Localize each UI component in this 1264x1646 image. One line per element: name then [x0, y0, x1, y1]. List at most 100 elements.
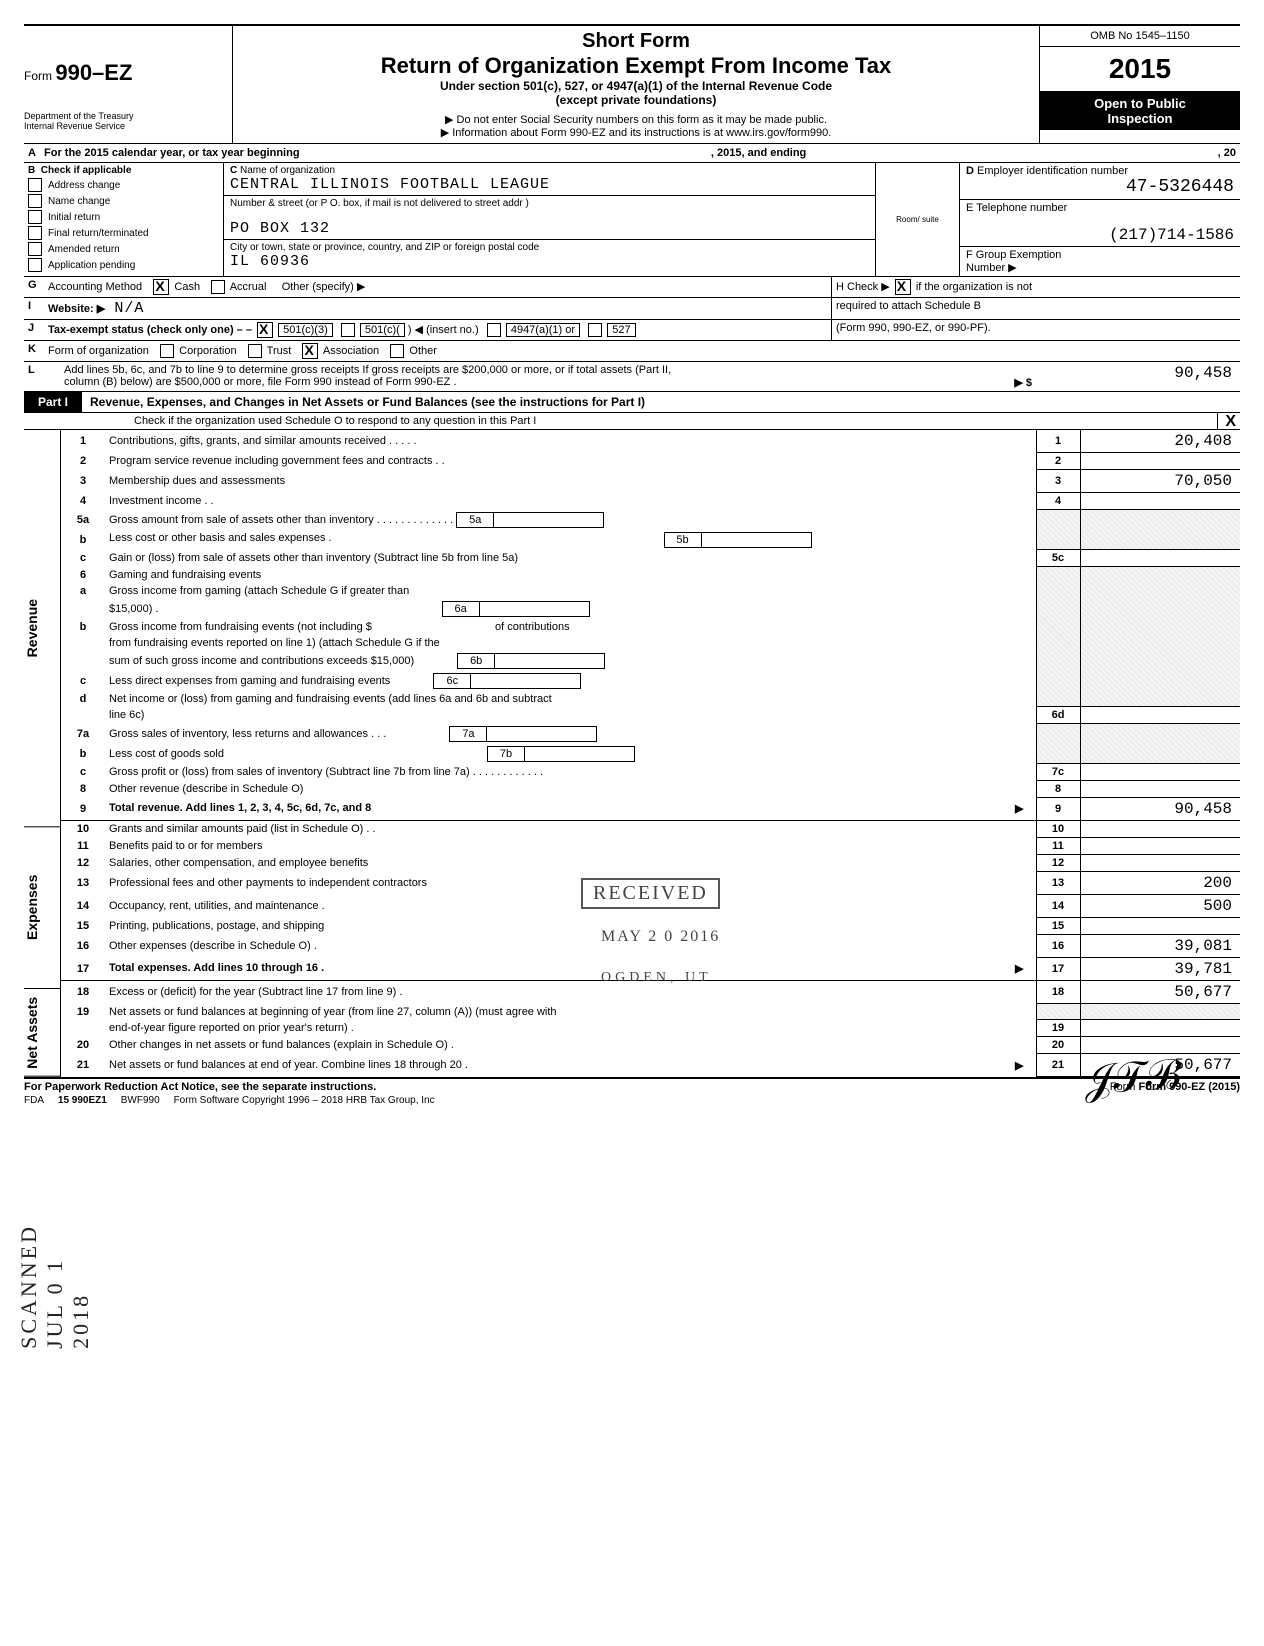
line-12-val [1080, 855, 1240, 872]
line-7a-desc: Gross sales of inventory, less returns a… [109, 728, 386, 740]
header-center: Short Form Return of Organization Exempt… [233, 26, 1040, 143]
cb-label-3: Final return/terminated [48, 228, 149, 239]
schedule-o-checkbox[interactable]: X [1217, 413, 1240, 429]
line-11-desc: Benefits paid to or for members [105, 838, 1036, 855]
checkbox-cash[interactable] [153, 279, 169, 295]
lines-table: 1Contributions, gifts, grants, and simil… [61, 430, 1240, 1077]
checkbox-application-pending[interactable] [28, 258, 42, 272]
row-h-text: if the organization is not [916, 281, 1032, 293]
signature: 𝒥𝒯ℬ [1082, 1051, 1182, 1106]
association-label: Association [323, 345, 379, 357]
checkbox-initial-return[interactable] [28, 210, 42, 224]
line-12-desc: Salaries, other compensation, and employ… [105, 855, 1036, 872]
ein-label: Employer identification number [977, 165, 1128, 177]
checkbox-accrual[interactable] [211, 280, 225, 294]
line-19-desc2: end-of-year figure reported on prior yea… [105, 1020, 1036, 1037]
line-7b-desc: Less cost of goods sold [109, 748, 224, 760]
dept-irs: Internal Revenue Service [24, 122, 224, 132]
omb-number: OMB No 1545–1150 [1040, 26, 1240, 47]
row-j: J Tax-exempt status (check only one) – –… [24, 319, 1240, 340]
row-l: L Add lines 5b, 6c, and 7b to line 9 to … [24, 361, 1240, 391]
cb-label-5: Application pending [48, 260, 135, 271]
header-right: OMB No 1545–1150 2015 Open to Public Ins… [1040, 26, 1240, 143]
website-value: N/A [114, 300, 144, 317]
row-a-mid: , 2015, and ending [711, 147, 806, 159]
row-l-label: L [24, 362, 44, 391]
line-5a-desc: Gross amount from sale of assets other t… [109, 514, 453, 526]
line-6b-desc4: sum of such gross income and contributio… [109, 655, 414, 667]
title-short-form: Short Form [241, 30, 1031, 53]
line-8-desc: Other revenue (describe in Schedule O) [105, 781, 1036, 798]
line-9-val: 90,458 [1080, 798, 1240, 821]
part1-header: Part I Revenue, Expenses, and Changes in… [24, 391, 1240, 413]
row-a-text1: For the 2015 calendar year, or tax year … [44, 147, 300, 159]
footer-code: 15 990EZ1 [58, 1095, 107, 1106]
checkbox-trust[interactable] [248, 344, 262, 358]
line-5c-val [1080, 550, 1240, 567]
section-revenue-label: Revenue [24, 430, 60, 827]
line-8-val [1080, 781, 1240, 798]
line-14-desc: Occupancy, rent, utilities, and maintena… [105, 895, 1036, 918]
row-g: G Accounting Method Cash Accrual Other (… [24, 276, 1240, 297]
cb-label-0: Address change [48, 180, 120, 191]
line-3-desc: Membership dues and assessments [105, 470, 1036, 493]
checkbox-501c[interactable] [341, 323, 355, 337]
col-de: D Employer identification number 47-5326… [960, 163, 1240, 276]
schedule-o-row: Check if the organization used Schedule … [24, 413, 1240, 430]
cb-label-2: Initial return [48, 212, 100, 223]
line-4-val [1080, 493, 1240, 510]
line-6b-desc: Gross income from fundraising events (no… [109, 621, 372, 633]
schedule-o-text: Check if the organization used Schedule … [24, 413, 1217, 429]
checkbox-association[interactable] [302, 343, 318, 359]
line-19-val [1080, 1020, 1240, 1037]
row-i: I Website: ▶ N/A required to attach Sche… [24, 297, 1240, 319]
col-b-label: B [28, 165, 35, 176]
tel-label: E Telephone number [966, 202, 1067, 214]
line-6d-val [1080, 707, 1240, 724]
checkbox-name-change[interactable] [28, 194, 42, 208]
line-17-val: 39,781 [1080, 958, 1240, 981]
line-6c-desc: Less direct expenses from gaming and fun… [109, 675, 390, 687]
tax-year: 2015 [1040, 47, 1240, 92]
form-of-org-label: Form of organization [48, 345, 149, 357]
city-value: IL 60936 [230, 253, 310, 270]
name-label: Name of organization [240, 165, 335, 176]
checkbox-corporation[interactable] [160, 344, 174, 358]
line-13-val: 200 [1080, 872, 1240, 895]
line-6-desc: Gaming and fundraising events [105, 567, 1036, 583]
checkbox-amended-return[interactable] [28, 242, 42, 256]
cash-label: Cash [174, 281, 200, 293]
footer-fda: FDA [24, 1095, 44, 1106]
checkbox-address-change[interactable] [28, 178, 42, 192]
open-public-1: Open to Public [1040, 96, 1240, 111]
col-b: B Check if applicable Address change Nam… [24, 163, 224, 276]
row-k-label: K [24, 341, 44, 361]
tax-exempt-label: Tax-exempt status (check only one) – – [48, 324, 252, 336]
line-10-desc: Grants and similar amounts paid (list in… [105, 821, 1036, 838]
checkbox-4947[interactable] [487, 323, 501, 337]
line-5c-desc: Gain or (loss) from sale of assets other… [105, 550, 1036, 567]
row-a-label: A [28, 147, 44, 159]
line-14-val: 500 [1080, 895, 1240, 918]
checkbox-schedule-b[interactable] [895, 279, 911, 295]
501c3-label: 501(c)(3) [278, 323, 333, 337]
line-2-desc: Program service revenue including govern… [105, 453, 1036, 470]
street-value: PO BOX 132 [230, 220, 330, 237]
ein-value: 47-5326448 [966, 177, 1234, 197]
checkbox-501c3[interactable] [257, 322, 273, 338]
checkbox-527[interactable] [588, 323, 602, 337]
line-6b-desc3: from fundraising events reported on line… [105, 635, 1036, 651]
footer-row: For Paperwork Reduction Act Notice, see … [24, 1078, 1240, 1093]
subtitle-except: (except private foundations) [241, 93, 1031, 107]
checkbox-final-return[interactable] [28, 226, 42, 240]
group-exemption-number: Number ▶ [966, 262, 1017, 274]
checkbox-other-org[interactable] [390, 344, 404, 358]
section-expenses-label: Expenses [24, 827, 60, 989]
col-c: C Name of organization CENTRAL ILLINOIS … [224, 163, 876, 276]
accrual-label: Accrual [230, 281, 267, 293]
527-label: 527 [607, 323, 635, 337]
section-netassets-label: Net Assets [24, 989, 60, 1077]
row-l-arrow: ▶ $ [1014, 376, 1032, 389]
row-a-end: , 20 [1218, 147, 1236, 159]
row-g-label: G [24, 277, 44, 297]
